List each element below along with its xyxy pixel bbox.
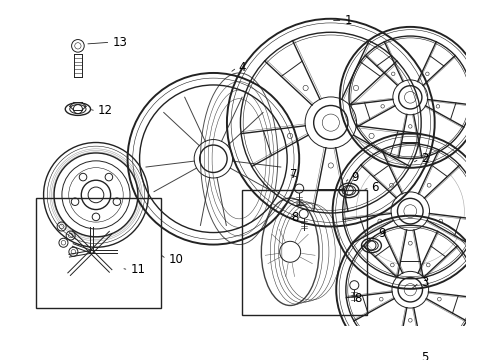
Text: 7: 7 (290, 168, 297, 181)
Text: 9: 9 (379, 227, 386, 240)
Bar (242, 190, 367, 315)
Bar (36, 198, 161, 308)
Text: 10: 10 (168, 252, 183, 266)
Text: 11: 11 (130, 264, 146, 276)
Text: 3: 3 (421, 276, 428, 289)
Text: 6: 6 (371, 181, 379, 194)
Text: 8: 8 (354, 292, 362, 305)
Text: 4: 4 (239, 61, 246, 74)
Text: 1: 1 (344, 14, 352, 27)
Text: 9: 9 (352, 171, 359, 184)
Text: 12: 12 (98, 104, 113, 117)
Text: 5: 5 (421, 351, 428, 360)
Text: 8: 8 (291, 211, 298, 224)
Text: 2: 2 (421, 152, 429, 165)
Text: 13: 13 (112, 36, 127, 49)
